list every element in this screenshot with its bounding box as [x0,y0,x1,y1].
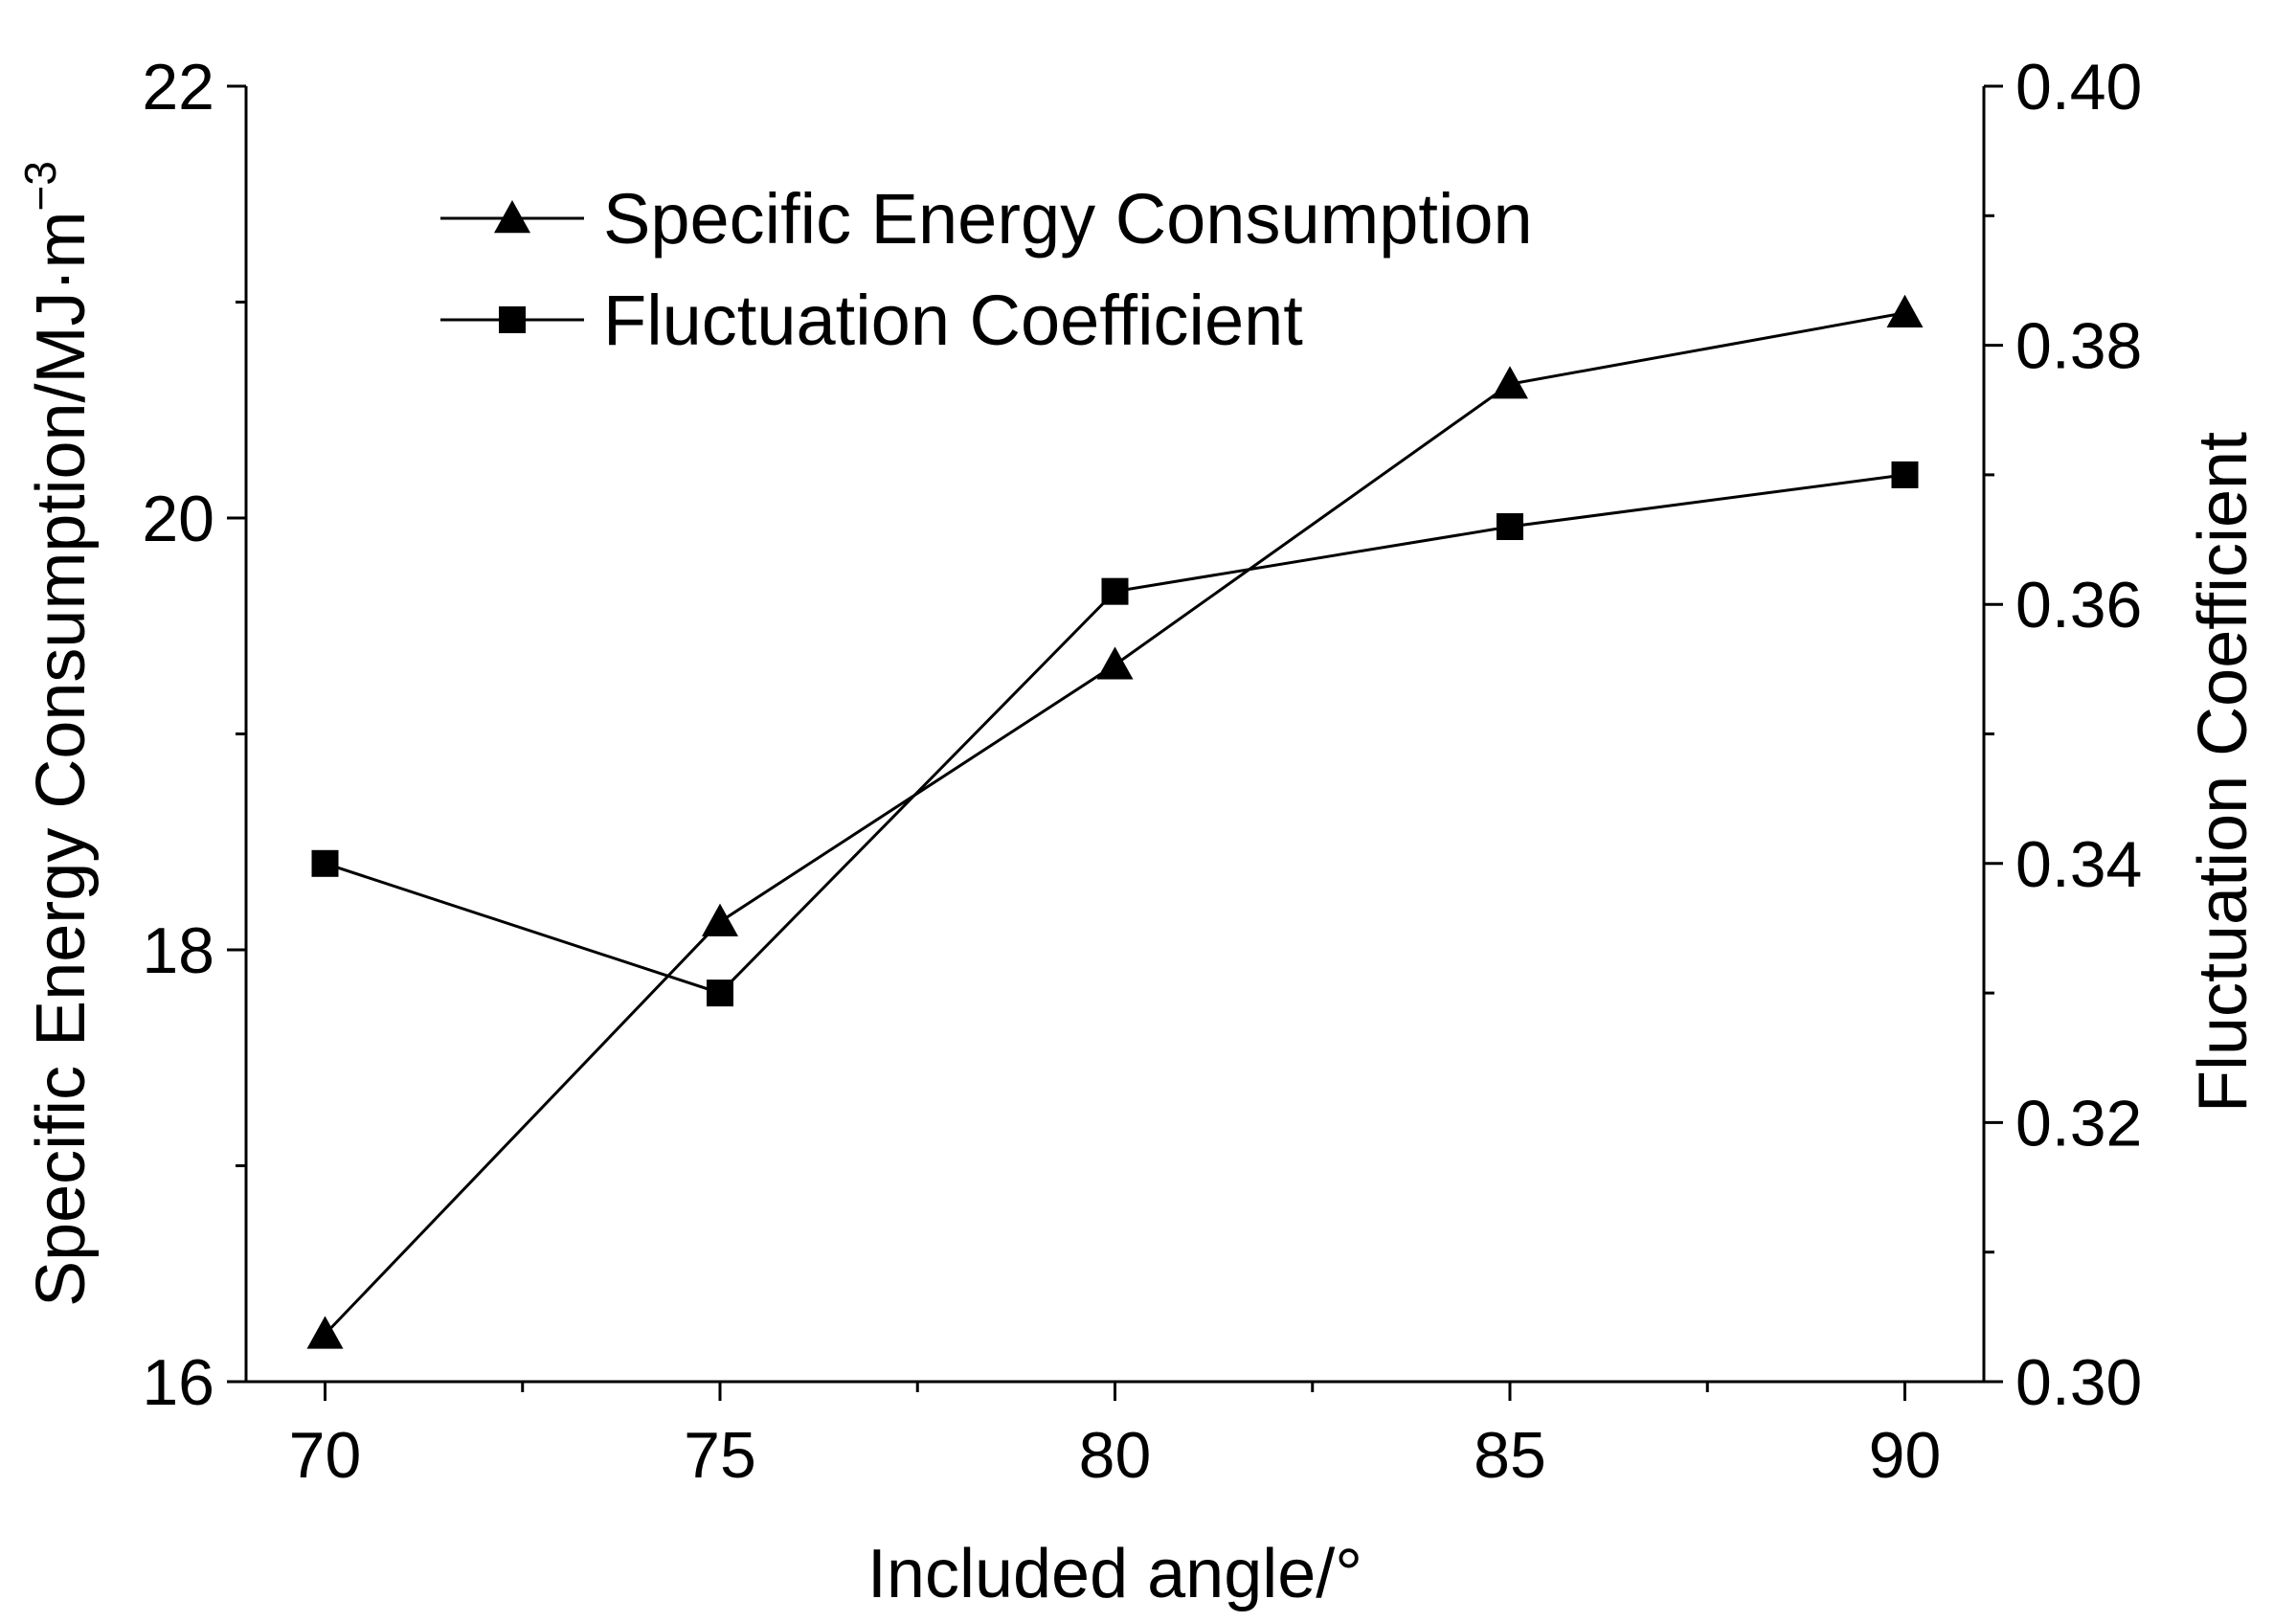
fluctuation-coefficient-line [325,473,1905,995]
x-tick-label: 75 [684,1419,756,1492]
left-y-axis-title-superscript: −3 [15,161,65,211]
x-tick-label: 70 [289,1419,362,1492]
left-y-tick-label: 16 [142,1346,214,1419]
right-y-tick-label: 0.40 [2015,51,2142,124]
right-y-tick-label: 0.30 [2015,1346,2142,1419]
energy-consumption-point [702,903,738,936]
x-tick-label: 80 [1079,1419,1152,1492]
fluctuation-coefficient-point [1101,577,1129,605]
right-y-tick-label: 0.34 [2015,828,2142,901]
x-tick-label: 90 [1869,1419,1942,1492]
fluctuation-coefficient-point [311,849,339,877]
legend-fluctuation-label: Fluctuation Coefficient [603,281,1303,360]
ticks: 70 75 80 85 90 16 18 20 22 0.30 0.32 0.34 0.36 0.38 0.… [142,51,2142,1492]
x-axis-title: Included angle/° [867,1536,1362,1612]
fluctuation-coefficient-point [1497,513,1523,541]
left-y-axis-title: Specific Energy Consumption/MJ·m−3 [15,161,100,1307]
left-y-tick-label: 20 [142,483,214,555]
legend-energy-label: Specific Energy Consumption [603,179,1533,259]
fluctuation-coefficient-point [1891,461,1919,488]
left-y-tick-label: 18 [142,914,214,987]
right-y-tick-label: 0.38 [2015,310,2142,383]
right-y-axis-title: Fluctuation Coefficient [2185,432,2262,1113]
energy-consumption-point [306,1316,344,1349]
legend-energy-marker [494,200,530,234]
fluctuation-coefficient-point [707,980,733,1007]
energy-consumption-line [324,311,1905,1336]
left-y-axis-title-main: Specific Energy Consumption/MJ·m [23,212,100,1307]
energy-consumption-point [1492,366,1528,399]
energy-consumption-point [1886,294,1924,327]
x-tick-label: 85 [1474,1419,1546,1492]
legend: Specific Energy Consumption Fluctuation C… [440,179,1533,360]
energy-consumption-point [1096,646,1134,680]
right-y-tick-label: 0.36 [2015,569,2142,642]
legend-fluctuation-marker [499,306,526,333]
left-y-tick-label: 22 [142,51,214,124]
right-y-tick-label: 0.32 [2015,1087,2142,1160]
series-layer [306,294,1924,1349]
